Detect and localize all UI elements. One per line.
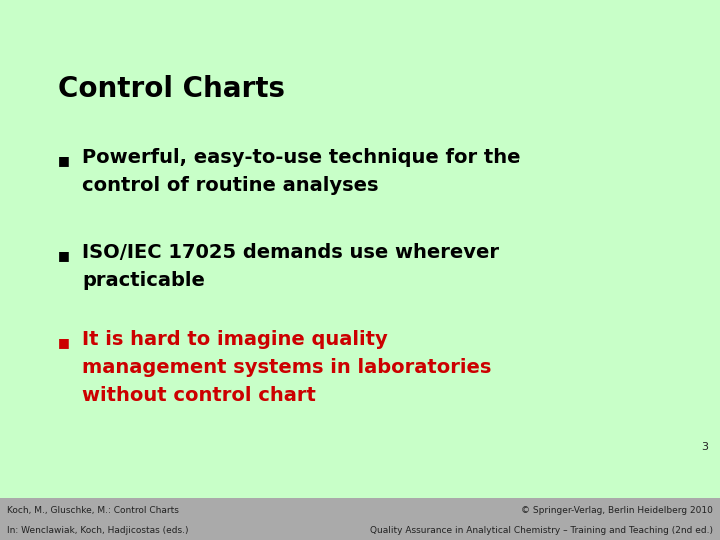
Text: © Springer-Verlag, Berlin Heidelberg 2010: © Springer-Verlag, Berlin Heidelberg 201… [521,506,713,515]
Text: practicable: practicable [82,271,205,290]
Text: control of routine analyses: control of routine analyses [82,176,379,195]
Text: ISO/IEC 17025 demands use wherever: ISO/IEC 17025 demands use wherever [82,243,499,262]
Text: 3: 3 [701,442,708,452]
Text: In: Wenclawiak, Koch, Hadjicostas (eds.): In: Wenclawiak, Koch, Hadjicostas (eds.) [7,526,189,535]
Text: Control Charts: Control Charts [58,75,285,103]
Text: ■: ■ [58,336,70,349]
Text: ■: ■ [58,154,70,167]
FancyBboxPatch shape [0,498,720,540]
Text: Koch, M., Gluschke, M.: Control Charts: Koch, M., Gluschke, M.: Control Charts [7,506,179,515]
Text: It is hard to imagine quality: It is hard to imagine quality [82,330,388,349]
Text: ■: ■ [58,249,70,262]
Text: management systems in laboratories: management systems in laboratories [82,358,491,377]
Text: Powerful, easy-to-use technique for the: Powerful, easy-to-use technique for the [82,148,521,167]
Text: without control chart: without control chart [82,386,316,405]
Text: Quality Assurance in Analytical Chemistry – Training and Teaching (2nd ed.): Quality Assurance in Analytical Chemistr… [370,526,713,535]
